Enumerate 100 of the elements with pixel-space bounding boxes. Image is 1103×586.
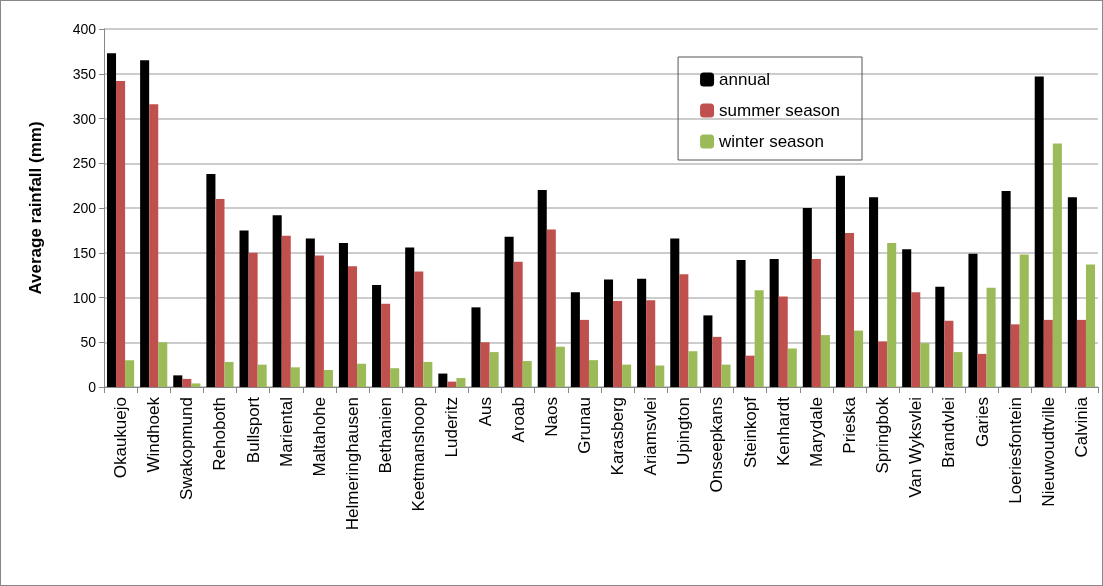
x-tick-label: Springbok <box>873 396 893 474</box>
bar <box>224 361 234 387</box>
bar <box>646 300 656 387</box>
x-tick-label: Swakopmund <box>177 397 197 501</box>
x-tick-label: Mariental <box>276 397 296 467</box>
x-tick-label: Grunau <box>574 397 594 454</box>
bar <box>944 320 954 387</box>
bar <box>688 351 698 387</box>
bar <box>116 80 126 387</box>
bar <box>1043 319 1053 387</box>
bar <box>555 346 565 387</box>
bar <box>603 279 614 387</box>
y-tick-label: 300 <box>72 110 97 127</box>
bar <box>149 104 159 387</box>
bar <box>414 271 424 387</box>
bar <box>1085 264 1096 387</box>
bar <box>522 361 532 387</box>
bar <box>125 360 135 387</box>
x-tick-label: Naos <box>541 397 561 437</box>
x-tick-label: Upington <box>674 397 694 466</box>
bar <box>835 175 845 387</box>
bar <box>504 236 514 387</box>
bar <box>953 352 963 387</box>
bar <box>248 252 258 387</box>
legend-label: annual <box>719 70 771 89</box>
legend-label: winter season <box>718 132 824 151</box>
bar <box>257 364 267 387</box>
x-tick-label: Marydale <box>806 397 826 467</box>
bar <box>721 364 731 387</box>
bar <box>820 335 830 387</box>
bar <box>712 336 722 387</box>
x-tick-label: Luderitz <box>442 397 462 458</box>
x-tick-label: Loeriesfontein <box>1005 397 1025 504</box>
bar <box>471 307 481 387</box>
bar <box>173 375 183 387</box>
x-tick-label: Calvinia <box>1071 396 1091 458</box>
bar <box>206 173 216 387</box>
x-tick-label: Okaukuejo <box>111 397 131 479</box>
bar <box>405 247 415 387</box>
y-tick-label: 150 <box>72 244 97 261</box>
bar <box>1067 197 1077 387</box>
bar <box>703 315 713 387</box>
x-tick-label: Steinkopf <box>740 396 760 468</box>
bar <box>423 361 433 387</box>
bar <box>570 292 580 387</box>
y-tick-label: 250 <box>72 155 97 172</box>
bar <box>977 353 987 387</box>
legend-label: summer season <box>719 101 840 120</box>
bar <box>679 274 689 387</box>
x-tick-label: Garies <box>972 397 992 448</box>
y-tick-label: 200 <box>72 200 97 216</box>
y-tick-label: 100 <box>72 289 97 306</box>
bar <box>637 278 647 387</box>
bar <box>272 215 282 387</box>
bar <box>811 259 821 387</box>
x-tick-label: Onseepkans <box>707 397 727 493</box>
bar <box>935 286 945 387</box>
bar <box>613 301 623 387</box>
bar <box>769 259 779 387</box>
bar <box>323 370 333 387</box>
bar <box>1001 191 1011 387</box>
bar <box>579 319 589 387</box>
bar <box>1034 76 1044 387</box>
x-tick-label: Ariamsvlei <box>641 397 661 476</box>
bar <box>489 352 499 387</box>
x-tick-label: Aus <box>475 397 495 427</box>
bar <box>290 367 300 387</box>
bar <box>802 208 812 387</box>
bar <box>338 242 348 387</box>
bar <box>513 261 523 387</box>
bar <box>869 197 879 387</box>
x-tick-label: Nieuwoudtville <box>1038 397 1058 507</box>
bar <box>106 53 117 387</box>
y-axis-title: Average rainfall (mm) <box>26 121 45 295</box>
bar <box>140 60 150 387</box>
bar <box>1019 254 1029 387</box>
bar <box>745 355 755 387</box>
bar <box>215 199 225 387</box>
bar <box>844 233 855 387</box>
x-tick-label: Kenhardt <box>773 396 793 466</box>
bar <box>920 343 930 387</box>
bar <box>314 255 324 387</box>
x-tick-label: Brandvlei <box>939 397 959 468</box>
bar <box>902 249 912 387</box>
bar <box>456 378 466 387</box>
x-tick-label: Bethanien <box>376 397 396 474</box>
x-tick-label: Karasberg <box>608 397 628 476</box>
bar <box>1010 324 1020 387</box>
x-tick-label: Maltahohe <box>309 397 329 477</box>
y-tick-label: 50 <box>80 334 97 351</box>
y-tick-label: 350 <box>72 65 97 82</box>
x-tick-label: Aroab <box>508 397 528 443</box>
bar <box>381 303 391 387</box>
bar <box>968 253 978 387</box>
x-tick-label: Prieska <box>840 396 859 454</box>
x-tick-label: Rehoboth <box>210 397 230 471</box>
bar <box>911 292 921 387</box>
bar <box>305 238 315 387</box>
bar <box>372 284 382 387</box>
bar <box>986 287 996 387</box>
